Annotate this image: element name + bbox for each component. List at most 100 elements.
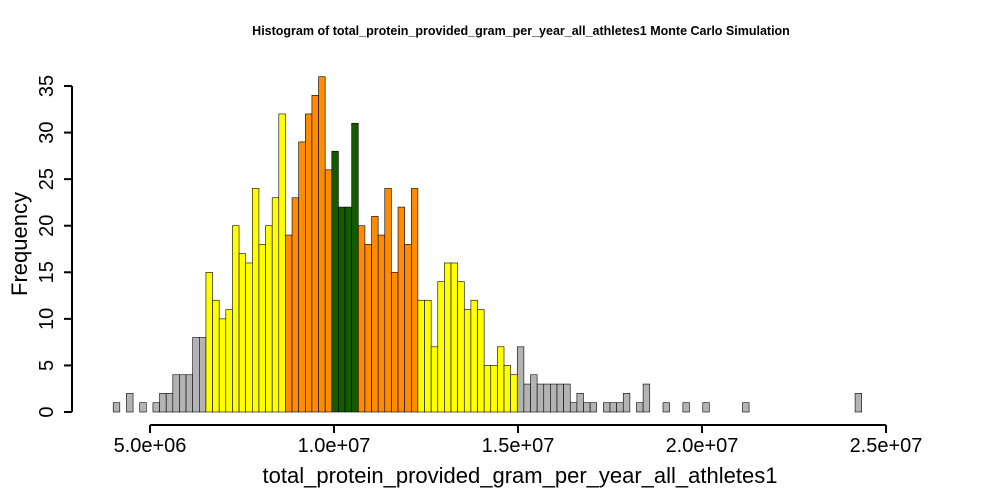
histogram-bar <box>152 402 160 413</box>
histogram-bar <box>397 206 405 413</box>
x-ticks-group: 5.0e+06 1.0e+07 1.5e+07 2.0e+07 2.5e+07 <box>114 425 923 457</box>
histogram-bar <box>377 234 386 413</box>
histogram-bar <box>404 244 412 413</box>
histogram-bar <box>622 393 631 413</box>
histogram-bar <box>159 393 167 413</box>
histogram-bar <box>497 346 505 413</box>
histogram-bar <box>556 383 564 413</box>
histogram-bar <box>662 402 670 413</box>
histogram-bar <box>483 365 492 413</box>
histogram-bar <box>424 299 432 413</box>
y-ticks-group: 0 5 10 15 20 25 30 35 <box>36 75 72 418</box>
y-tick-label: 30 <box>36 121 58 143</box>
histogram-bar <box>530 374 538 413</box>
histogram-bar <box>503 365 511 413</box>
histogram-bar <box>285 234 293 413</box>
histogram-bar <box>371 216 379 413</box>
histogram-bar <box>742 402 750 413</box>
histogram-bar <box>417 299 425 413</box>
histogram-bar <box>364 244 372 413</box>
y-tick-label: 5 <box>36 360 58 371</box>
histogram-bar <box>192 337 200 413</box>
histogram-bar <box>603 402 611 413</box>
histogram-bar <box>463 309 472 413</box>
histogram-bar <box>311 95 319 413</box>
x-tick-label: 2.0e+07 <box>666 435 739 457</box>
x-tick-label: 1.5e+07 <box>482 435 555 457</box>
histogram-bar <box>324 169 333 413</box>
histogram-bar <box>410 188 419 413</box>
histogram-bar <box>205 271 213 413</box>
histogram-bar <box>384 188 392 413</box>
histogram-bar <box>583 402 591 413</box>
histogram-bar <box>238 253 246 413</box>
y-tick-label: 15 <box>36 261 58 283</box>
histogram-bar <box>265 225 273 413</box>
histogram-bar <box>576 393 584 413</box>
histogram-bar <box>126 393 134 413</box>
histogram-bar <box>391 271 399 413</box>
histogram-bar <box>271 197 280 413</box>
histogram-bar <box>245 262 253 413</box>
histogram-bar <box>450 262 458 413</box>
histogram-bar <box>550 383 558 413</box>
x-axis-label: total_protein_provided_gram_per_year_all… <box>263 463 778 488</box>
histogram-bar <box>702 402 710 413</box>
histogram-bar <box>609 402 617 413</box>
histogram-bar <box>516 346 525 413</box>
histogram-bar <box>258 244 266 413</box>
y-tick-label: 10 <box>36 308 58 330</box>
histogram-bar <box>179 374 187 413</box>
histogram-bar <box>252 188 260 413</box>
histogram-bar <box>112 402 121 413</box>
histogram-bar <box>357 225 366 413</box>
histogram-bar <box>477 309 485 413</box>
histogram-bar <box>351 122 359 413</box>
histogram-bar <box>444 262 452 413</box>
histogram-bar <box>212 299 220 413</box>
histogram-bar <box>682 402 690 413</box>
histogram-bar <box>457 281 465 413</box>
histogram-bar <box>298 141 306 413</box>
x-tick-label: 5.0e+06 <box>114 435 187 457</box>
histogram-bar <box>437 281 445 413</box>
histogram-bar <box>291 197 299 413</box>
histogram-bar <box>543 383 551 413</box>
histogram-bar <box>139 402 147 413</box>
histogram-bar <box>536 383 545 413</box>
bars-group <box>112 76 863 413</box>
histogram-bar <box>278 113 286 413</box>
histogram-bar <box>569 402 578 413</box>
histogram-bar <box>331 150 339 413</box>
histogram-bar <box>854 393 863 413</box>
histogram-bar <box>616 402 624 413</box>
histogram-bar <box>338 206 346 413</box>
histogram-bar <box>523 383 531 413</box>
y-axis-label: Frequency <box>7 192 32 296</box>
histogram-bar <box>165 393 174 413</box>
y-tick-label: 25 <box>36 168 58 190</box>
histogram-bar <box>636 402 644 413</box>
histogram-bar <box>232 225 240 413</box>
y-tick-label: 20 <box>36 215 58 237</box>
histogram-bar <box>199 337 207 413</box>
histogram-bar <box>470 299 478 413</box>
histogram-bar <box>318 76 326 413</box>
chart-title: Histogram of total_protein_provided_gram… <box>252 24 790 38</box>
histogram-bar <box>225 309 233 413</box>
histogram-bar <box>510 374 518 413</box>
histogram-bar <box>304 113 313 413</box>
histogram-bar <box>589 402 598 413</box>
histogram-bar <box>344 206 352 413</box>
y-tick-label: 35 <box>36 75 58 97</box>
x-tick-label: 1.0e+07 <box>298 435 371 457</box>
histogram-bar <box>563 383 571 413</box>
x-tick-label: 2.5e+07 <box>850 435 923 457</box>
histogram-bar <box>490 365 498 413</box>
histogram-bar <box>642 383 651 413</box>
histogram-bar <box>430 346 439 413</box>
y-tick-label: 0 <box>36 406 58 417</box>
histogram-bar <box>185 374 193 413</box>
histogram-bar <box>172 374 180 413</box>
